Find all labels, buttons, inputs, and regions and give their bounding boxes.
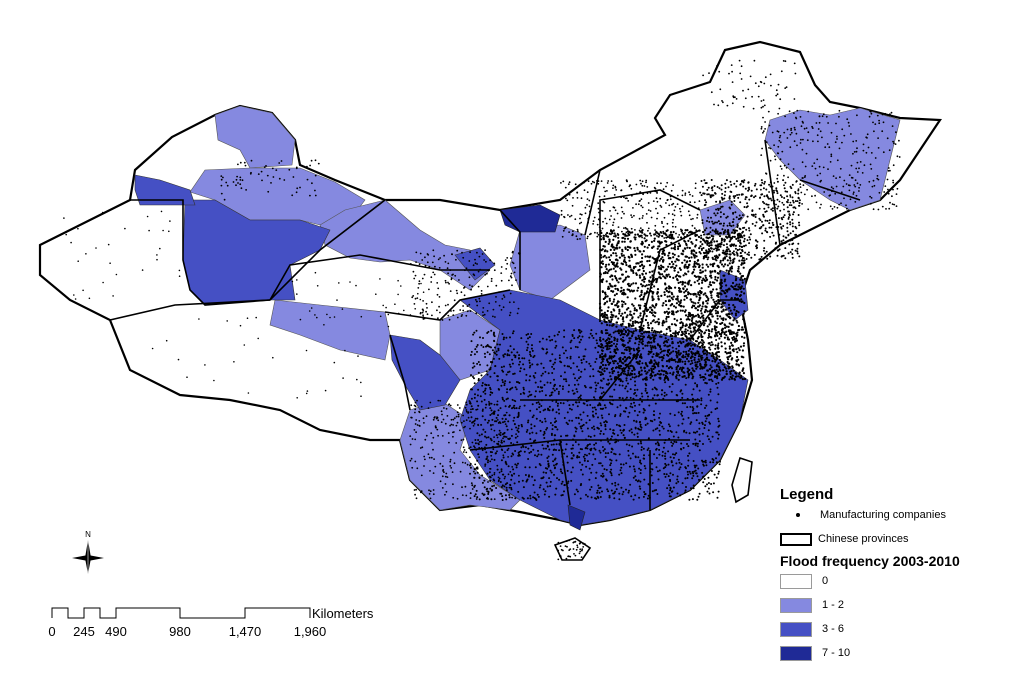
scale-tick: 490 (105, 624, 127, 639)
legend-title: Legend (780, 486, 834, 503)
province-boundaries (109, 139, 861, 510)
scale-tick: 1,470 (229, 624, 262, 639)
legend-class-row: 7 - 10 (780, 641, 1020, 665)
scale-tick: 1,960 (294, 624, 327, 639)
boundary-label: Chinese provinces (818, 533, 909, 545)
legend-boundary-row: Chinese provinces (780, 527, 1020, 551)
class-label-0: 0 (822, 575, 829, 587)
class-swatch-3 (780, 645, 812, 661)
class-label-2: 3 - 6 (822, 623, 845, 635)
hainan-island (553, 537, 592, 561)
north-label: N (85, 530, 91, 539)
point-symbol (796, 513, 800, 517)
manufacturing-company-points (63, 59, 901, 561)
north-arrow: N (68, 528, 108, 581)
class-swatch-1 (780, 597, 812, 613)
class-swatch-2 (780, 621, 812, 637)
flood-class-7-10 (499, 204, 586, 531)
scale-bar: Kilometers 0 245 490 980 1,470 1,960 (40, 600, 400, 645)
scale-tick: 245 (73, 624, 95, 639)
province-boundary-symbol (780, 532, 812, 546)
class-label-1: 1 - 2 (822, 599, 845, 611)
scale-tick: 0 (48, 624, 55, 639)
class-label-3: 7 - 10 (822, 647, 851, 659)
legend-class-row: 1 - 2 (780, 593, 1020, 617)
legend-class-row: 3 - 6 (780, 617, 1020, 641)
legend-points-row: Manufacturing companies (780, 503, 1020, 527)
scale-unit: Kilometers (312, 606, 374, 621)
points-label: Manufacturing companies (820, 509, 946, 521)
legend: Legend Manufacturing companies Chinese p… (780, 486, 1020, 665)
taiwan-island (731, 456, 753, 504)
scale-tick: 980 (169, 624, 191, 639)
class-swatch-0 (780, 573, 812, 589)
flood-frequency-title: Flood frequency 2003-2010 (780, 553, 960, 569)
legend-class-row: 0 (780, 569, 1020, 593)
